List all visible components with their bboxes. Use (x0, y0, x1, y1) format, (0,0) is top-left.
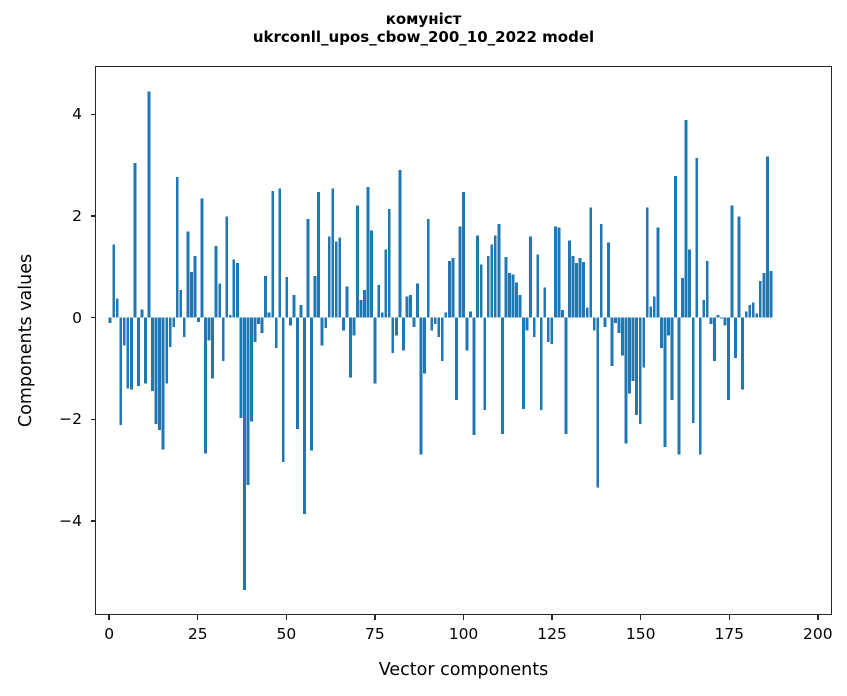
y-tick-label: 4 (72, 105, 82, 124)
x-tick-label: 125 (537, 625, 567, 643)
x-tick-mark (817, 615, 819, 620)
x-tick-label: 150 (625, 625, 656, 643)
x-tick-mark (374, 615, 376, 620)
chart-title: комуніст ukrconll_upos_cbow_200_10_2022 … (0, 10, 847, 47)
x-tick-label: 50 (276, 625, 297, 643)
y-tick-label: −4 (59, 511, 82, 530)
plot-axes (95, 66, 832, 615)
chart-title-line-1: комуніст (385, 10, 462, 28)
x-tick-mark (108, 615, 110, 620)
x-tick-mark (728, 615, 730, 620)
x-tick-mark (285, 615, 288, 620)
x-tick-label: 0 (104, 625, 115, 643)
x-tick-mark (551, 615, 553, 620)
x-tick-label: 75 (365, 625, 385, 643)
bar-series (108, 91, 773, 591)
y-tick-label: 2 (72, 206, 82, 225)
x-tick-label: 25 (187, 625, 208, 643)
x-tick-label: 100 (448, 625, 479, 643)
x-axis-label: Vector components (378, 660, 549, 680)
y-axis-label: Components values (16, 253, 36, 428)
x-tick-mark (197, 615, 199, 620)
x-tick-mark (462, 615, 465, 620)
x-tick-mark (639, 615, 642, 620)
y-tick-label: 0 (72, 308, 82, 327)
x-tick-label: 175 (714, 625, 745, 643)
y-tick-label: −2 (59, 410, 82, 429)
chart-title-line-2: ukrconll_upos_cbow_200_10_2022 model (252, 28, 595, 47)
x-tick-label: 200 (803, 625, 833, 643)
